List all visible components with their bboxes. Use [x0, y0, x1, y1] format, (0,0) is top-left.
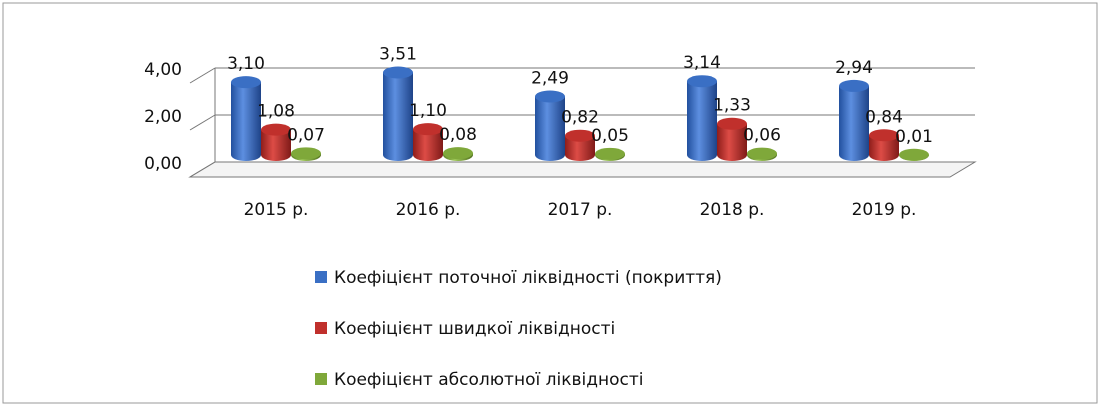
- legend-label: Коефіцієнт поточної ліквідності (покритт…: [334, 268, 722, 288]
- x-tick-label: 2017 р.: [548, 200, 613, 220]
- value-label: 0,06: [743, 126, 781, 146]
- value-label: 1,33: [713, 96, 751, 116]
- value-label: 3,10: [227, 54, 265, 74]
- cylinder-top: [291, 147, 321, 160]
- legend-label: Коефіцієнт абсолютної ліквідності: [334, 370, 643, 390]
- cylinder-body: [839, 85, 869, 161]
- legend-label: Коефіцієнт швидкої ліквідності: [334, 319, 615, 339]
- cylinder-body: [413, 129, 443, 161]
- cylinder-top: [261, 123, 291, 136]
- value-label: 0,08: [439, 125, 477, 145]
- cylinder-body: [687, 81, 717, 161]
- cylinder: [839, 79, 869, 161]
- cylinder-body: [717, 123, 747, 161]
- x-tick-label: 2016 р.: [396, 200, 461, 220]
- cylinder-body: [535, 96, 565, 161]
- value-label: 2,49: [531, 68, 569, 88]
- cylinder-top: [565, 129, 595, 142]
- value-label: 0,84: [865, 107, 903, 127]
- cylinder-top: [687, 75, 717, 88]
- legend-swatch: [315, 373, 327, 385]
- value-label: 0,82: [561, 108, 599, 128]
- x-tick-label: 2018 р.: [700, 200, 765, 220]
- value-label: 3,51: [379, 45, 417, 65]
- grid-line-side: [189, 161, 216, 178]
- grid-line-side: [189, 114, 216, 131]
- cylinder-body: [231, 82, 261, 161]
- value-label: 1,08: [257, 102, 295, 122]
- cylinder: [443, 147, 473, 161]
- cylinder-body: [565, 135, 595, 161]
- cylinder-top: [899, 148, 929, 161]
- cylinder-top: [383, 66, 413, 79]
- cylinder-body: [261, 129, 291, 161]
- value-label: 2,94: [835, 58, 873, 78]
- cylinder-top: [869, 129, 899, 142]
- cylinder: [717, 117, 747, 161]
- value-label: 0,05: [591, 126, 629, 146]
- cylinder-top: [231, 76, 261, 89]
- legend-swatch: [315, 322, 327, 334]
- cylinder: [413, 123, 443, 161]
- cylinder-top: [595, 147, 625, 160]
- x-tick-label: 2019 р.: [852, 200, 917, 220]
- value-label: 0,07: [287, 125, 325, 145]
- cylinder: [231, 76, 261, 161]
- floor: [188, 161, 977, 178]
- cylinder-top: [443, 147, 473, 160]
- y-tick-label: 0,00: [144, 154, 182, 174]
- legend-swatch: [315, 271, 327, 283]
- cylinder-top: [839, 79, 869, 92]
- cylinder: [291, 147, 321, 161]
- cylinder: [383, 66, 413, 161]
- cylinder: [869, 129, 899, 161]
- grid-line-side: [189, 67, 216, 84]
- value-label: 3,14: [683, 53, 721, 73]
- cylinder: [687, 75, 717, 161]
- cylinder-top: [717, 117, 747, 130]
- x-tick-label: 2015 р.: [244, 200, 309, 220]
- y-tick-label: 2,00: [144, 107, 182, 127]
- cylinder-body: [869, 135, 899, 161]
- cylinder: [747, 147, 777, 161]
- cylinder: [595, 147, 625, 161]
- cylinder-top: [413, 123, 443, 136]
- value-label: 1,10: [409, 101, 447, 121]
- cylinder-top: [535, 90, 565, 103]
- value-label: 0,01: [895, 127, 933, 147]
- cylinder: [899, 148, 929, 161]
- cylinder-body: [383, 72, 413, 161]
- cylinder-top: [747, 147, 777, 160]
- y-tick-label: 4,00: [144, 60, 182, 80]
- cylinder: [565, 129, 595, 161]
- cylinder: [535, 90, 565, 161]
- cylinder: [261, 123, 291, 161]
